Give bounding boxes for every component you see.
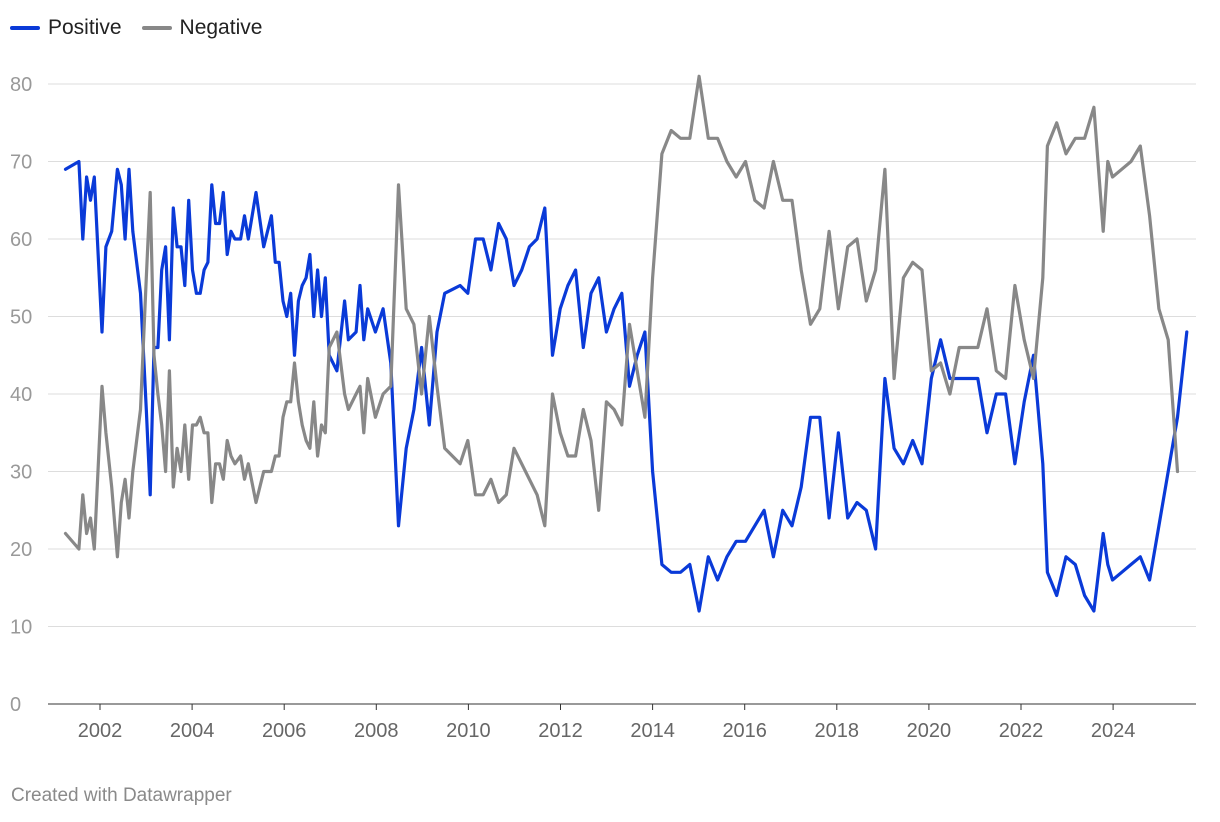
x-tick-label-2004: 2004 xyxy=(170,720,215,742)
x-tick-label-2008: 2008 xyxy=(354,720,399,742)
x-tick-label-2020: 2020 xyxy=(907,720,952,742)
legend-label-positive: Positive xyxy=(48,16,122,39)
x-tick-label-2024: 2024 xyxy=(1091,720,1136,742)
x-tick-label-2002: 2002 xyxy=(78,720,123,742)
y-tick-label-30: 30 xyxy=(10,462,32,484)
x-tick-label-2014: 2014 xyxy=(630,720,675,742)
x-tick-label-2022: 2022 xyxy=(999,720,1044,742)
x-tick-label-2006: 2006 xyxy=(262,720,307,742)
series-line-positive[interactable] xyxy=(63,159,1189,613)
y-tick-label-80: 80 xyxy=(10,74,32,96)
legend-item-positive[interactable]: Positive xyxy=(10,16,122,40)
legend-swatch-positive xyxy=(10,26,40,30)
legend-swatch-negative xyxy=(141,26,172,30)
y-tick-label-50: 50 xyxy=(10,307,32,329)
x-tick-label-2010: 2010 xyxy=(446,720,491,742)
line-chart: 0 10 20 30 40 50 60 70 80 2002 2004 2006 2008 2010 201… xyxy=(10,74,1196,742)
y-tick-label-40: 40 xyxy=(10,384,32,406)
footer-credit: Created with Datawrapper xyxy=(11,785,232,806)
y-tick-label-0: 0 xyxy=(10,694,21,716)
x-tick-label-2018: 2018 xyxy=(815,720,860,742)
y-tick-label-10: 10 xyxy=(10,617,32,639)
legend: Positive Negative xyxy=(10,16,262,40)
y-tick-label-60: 60 xyxy=(10,229,32,251)
x-tick-label-2012: 2012 xyxy=(538,720,583,742)
legend-label-negative: Negative xyxy=(179,16,263,39)
y-tick-label-20: 20 xyxy=(10,539,32,561)
y-tick-label-70: 70 xyxy=(10,152,32,174)
series-line-negative[interactable] xyxy=(63,74,1180,559)
legend-item-negative[interactable]: Negative xyxy=(141,16,263,40)
x-tick-label-2016: 2016 xyxy=(722,720,767,742)
